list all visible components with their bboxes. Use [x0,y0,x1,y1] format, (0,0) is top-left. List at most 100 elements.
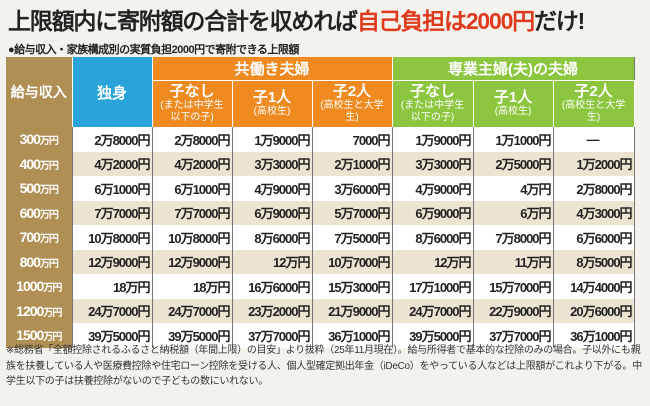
income-unit: 万円 [39,160,59,172]
income-value: 400 [19,155,41,172]
value-cell: 10万8000円 [152,225,233,250]
value-cell: 4万円 [473,176,554,201]
value-cell: 1万2000円 [553,151,635,176]
subheader-note: (または中学生以下の子) [160,100,224,123]
value-cell: 11万円 [473,249,554,274]
value-cell: 2万8000円 [152,127,233,152]
page-title: 上限額内に寄附額の合計を収めれば自己負担は2000円だけ! [8,6,644,36]
value-cell: 2万1000円 [312,151,393,176]
subheader-note: (または中学生以下の子) [400,100,465,123]
value-cell: 6万円 [473,200,554,225]
table-row: 600万円 7万7000円 7万7000円 6万9000円 5万7000円 6万9000円… [6,200,635,225]
value-cell: 6万9000円 [392,200,474,225]
value-cell: 7万7000円 [72,200,153,225]
table-row: 1000万円 18万円 18万円 16万6000円 15万3000円 17万1000円 15… [6,274,635,299]
value-cell: 18万円 [72,274,153,299]
table-row: 400万円 4万2000円 4万2000円 3万3000円 2万1000円 3万3000円… [6,151,635,176]
income-unit: 万円 [43,307,62,319]
title-main: 上限額内に寄附額の合計を収めれば [8,8,358,34]
value-cell: 12万9000円 [72,249,153,274]
subtitle: ●給与収入・家族構成別の実質負担2000円で寄附できる上限額 [8,44,299,56]
value-cell: 20万6000円 [553,298,635,323]
value-cell: 6万1000円 [72,176,153,201]
value-cell: 39万5000円 [72,323,153,348]
table-row: 300万円 2万8000円 2万8000円 1万9000円 7000円 1万9000円 1万… [6,127,635,152]
value-cell: 7000円 [312,127,393,152]
income-cell: 700万円 [6,225,73,250]
income-cell: 600万円 [6,200,73,225]
value-cell: 37万7000円 [232,323,313,348]
income-cell: 800万円 [6,249,73,274]
income-unit: 万円 [39,258,59,270]
income-value: 1200 [16,302,44,319]
value-cell: 6万9000円 [232,200,313,225]
value-cell: 2万8000円 [72,127,153,152]
value-cell: 7万7000円 [152,200,233,225]
value-cell: 3万3000円 [232,151,313,176]
title-end: だけ! [533,8,585,34]
value-cell: 10万7000円 [312,249,393,274]
subheader-note: (高校生) [253,105,291,117]
subheader-single-earner-1: 子1人 (高校生) [473,80,554,127]
income-header: 給与収入 [6,57,73,127]
income-value: 700 [19,229,41,246]
income-cell: 1500万円 [6,323,73,348]
single-header: 独身 [72,57,153,127]
value-cell: 24万7000円 [72,298,153,323]
value-cell: 24万7000円 [152,298,233,323]
value-cell: 24万7000円 [392,298,474,323]
value-cell: 8万6000円 [392,225,474,250]
value-cell: 3万3000円 [392,151,474,176]
table-row: 1200万円 24万7000円 24万7000円 23万2000円 21万9000円 24… [6,298,635,323]
subheader-note: (高校生と大学生) [320,100,384,123]
subheader-label: 子2人 [574,83,613,101]
income-value: 1000 [16,278,44,295]
value-cell: 4万2000円 [72,151,153,176]
subheader-dual-1: 子1人 (高校生) [232,80,313,127]
subheader-label: 子1人 [493,89,533,107]
subheader-dual-2: 子2人 (高校生と大学生) [312,80,393,127]
subheader-dual-0: 子なし (または中学生以下の子) [152,80,233,127]
value-cell: 14万4000円 [553,274,635,299]
value-cell: 2万8000円 [553,176,635,201]
income-value: 600 [19,204,41,221]
value-cell: 12万円 [392,249,474,274]
value-cell: 7万5000円 [312,225,393,250]
value-cell: 16万6000円 [232,274,313,299]
value-cell: 15万3000円 [312,274,393,299]
subheader-note: (高校生と大学生) [561,100,626,123]
income-cell: 1000万円 [6,274,73,299]
value-cell: 12万円 [232,249,313,274]
footnote: ※総務省「全額控除されるふるさと納税額（年間上限）の目安」より抜粋（25年11月… [6,345,642,387]
income-cell: 300万円 [6,127,73,152]
value-cell: 6万6000円 [553,225,635,250]
income-value: 300 [19,131,41,148]
value-cell: 39万5000円 [152,323,233,348]
value-cell: 7万8000円 [473,225,554,250]
income-unit: 万円 [43,332,62,344]
value-cell: 1万9000円 [392,127,474,152]
table-row: 700万円 10万8000円 10万8000円 8万6000円 7万5000円 8万600… [6,225,635,250]
value-cell: 4万2000円 [152,151,233,176]
value-cell: 17万1000円 [392,274,474,299]
subheader-label: 子なし [410,83,456,101]
value-cell: 4万9000円 [392,176,474,201]
value-cell: 1万9000円 [232,127,313,152]
value-cell: 1万1000円 [473,127,554,152]
dual-income-header: 共働き夫婦 [152,57,393,81]
subheader-single-earner-2: 子2人 (高校生と大学生) [553,80,635,127]
value-cell: 4万3000円 [553,200,635,225]
table-row: 800万円 12万9000円 12万9000円 12万円 10万7000円 12万円 11万… [6,249,635,274]
table-row: 1500万円 39万5000円 39万5000円 37万7000円 36万1000円 39… [6,323,635,348]
subheader-label: 子1人 [252,89,292,107]
income-cell: 500万円 [6,176,73,201]
value-cell: 6万1000円 [152,176,233,201]
value-cell: 3万6000円 [312,176,393,201]
donation-limit-table: 給与収入 独身 共働き夫婦 専業主婦(夫)の夫婦 子なし (または中学生以下の子)… [6,57,635,348]
value-cell: 12万9000円 [152,249,233,274]
income-unit: 万円 [39,136,59,148]
value-cell: 23万2000円 [232,298,313,323]
value-cell: 5万7000円 [312,200,393,225]
income-unit: 万円 [39,209,59,221]
value-cell: 37万7000円 [473,323,554,348]
